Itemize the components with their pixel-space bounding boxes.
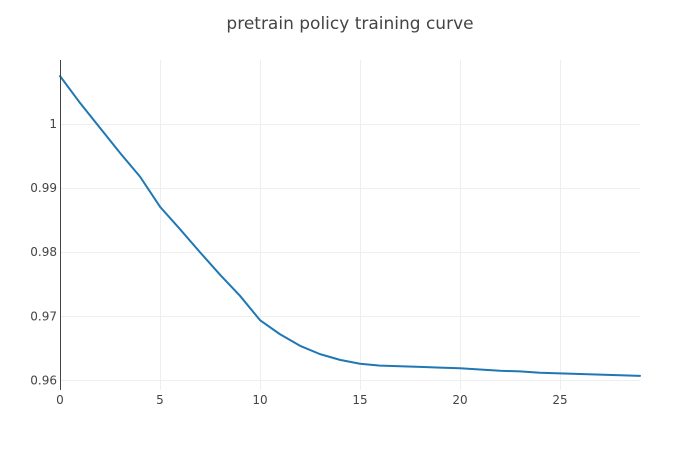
y-tick-label: 0.99 <box>30 181 57 195</box>
x-tick-label: 20 <box>452 393 467 407</box>
y-tick-label: 0.97 <box>30 309 57 323</box>
y-gridlines <box>60 124 640 381</box>
y-tick-label: 0.98 <box>30 245 57 259</box>
x-tick-label: 5 <box>156 393 164 407</box>
x-tick-label: 0 <box>56 393 64 407</box>
y-tick-label: 1 <box>49 117 57 131</box>
chart-title: pretrain policy training curve <box>226 14 473 34</box>
series-line <box>59 75 641 377</box>
x-gridlines <box>160 60 561 390</box>
series-layer <box>59 75 641 377</box>
x-tick-label: 25 <box>552 393 567 407</box>
y-axis-ticks: 0.96 0.97 0.98 0.99 1 <box>30 117 57 387</box>
y-tick-label: 0.96 <box>30 373 57 387</box>
x-tick-label: 10 <box>252 393 267 407</box>
x-tick-label: 15 <box>352 393 367 407</box>
x-axis-ticks: 0 5 10 15 20 25 <box>56 393 567 407</box>
